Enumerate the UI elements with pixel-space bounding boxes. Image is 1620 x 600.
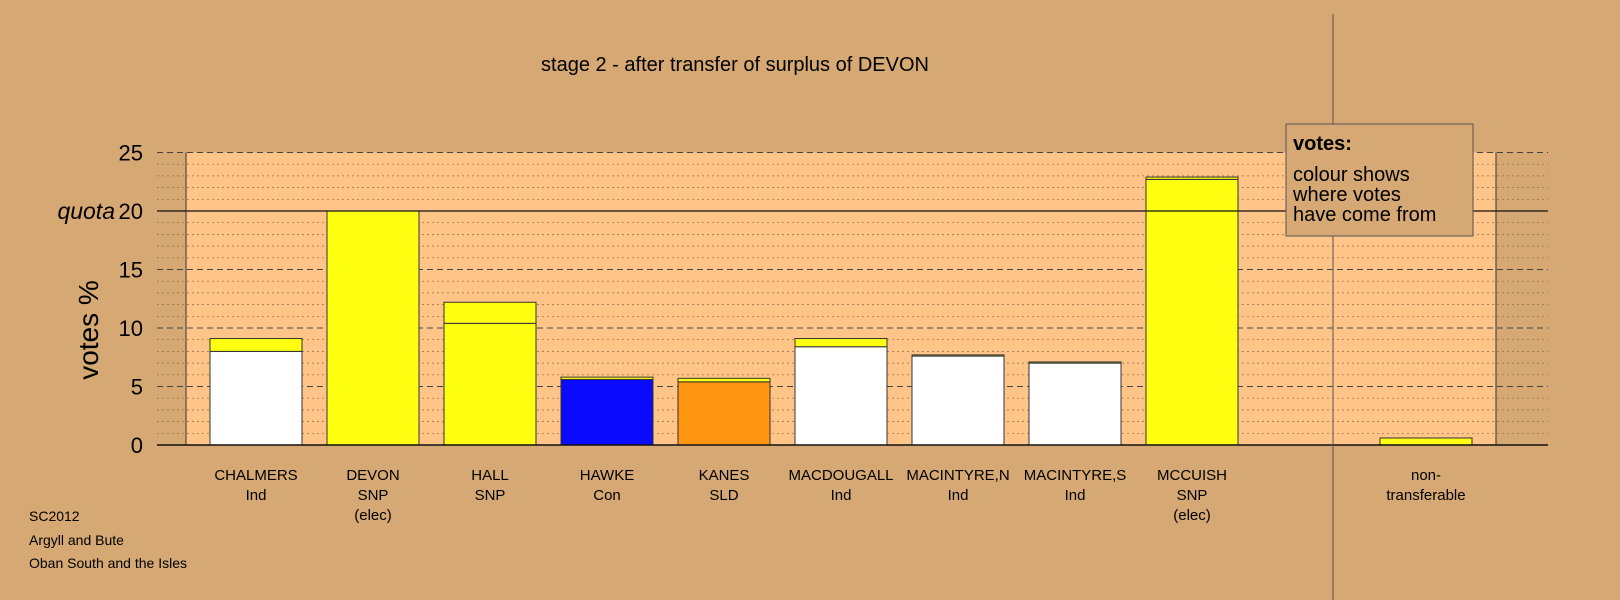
bar-first-preference	[326, 210, 420, 446]
legend-text: colour shows	[1293, 164, 1410, 186]
x-tick-label-candidate: MCCUISH	[1157, 467, 1227, 484]
x-tick-label-party: Ind	[948, 487, 969, 504]
footer-council: Argyll and Bute	[29, 532, 124, 548]
bar-transfer	[560, 376, 654, 380]
x-tick-label-status: (elec)	[354, 507, 392, 524]
x-tick-label-party: Ind	[246, 487, 267, 504]
bar-transfer	[209, 338, 303, 352]
x-tick-label-candidate: HAWKE	[580, 467, 634, 484]
quota-label: quota	[57, 198, 115, 224]
x-tick-label-party: Ind	[831, 487, 852, 504]
y-tick-label: 15	[119, 258, 143, 283]
bar-transfer	[677, 377, 771, 383]
bar-first-preference	[794, 346, 888, 446]
bar-first-preference	[677, 381, 771, 446]
bar-first-preference	[560, 378, 654, 446]
legend-text: where votes	[1292, 184, 1401, 206]
bar-transfer	[1028, 361, 1122, 364]
x-tick-label-party: SNP	[475, 487, 506, 504]
bar-first-preference	[209, 350, 303, 446]
y-tick-label: 0	[131, 433, 143, 458]
bar-transfer	[443, 301, 537, 324]
y-tick-label: 5	[131, 375, 143, 400]
x-tick-label-party: Ind	[1065, 487, 1086, 504]
x-tick-label-nontransferable: non-	[1411, 467, 1441, 484]
y-tick-label: 10	[119, 316, 143, 341]
footer-election: SC2012	[29, 508, 80, 524]
bar-transfer	[794, 338, 888, 348]
y-tick-label: 20	[119, 199, 143, 224]
x-tick-label-party: SLD	[709, 487, 738, 504]
x-tick-label-candidate: MACINTYRE,S	[1024, 467, 1127, 484]
x-tick-label-party: SNP	[358, 487, 389, 504]
x-tick-label-candidate: HALL	[471, 467, 509, 484]
footer-ward: Oban South and the Isles	[29, 555, 187, 571]
x-tick-label-status: (elec)	[1173, 507, 1211, 524]
y-tick-label: 25	[119, 141, 143, 166]
bar-first-preference	[1028, 362, 1122, 446]
bar-nontransferable	[1379, 437, 1473, 446]
x-tick-label-party: Con	[593, 487, 621, 504]
legend-title: votes:	[1293, 133, 1352, 155]
x-tick-label-nontransferable: transferable	[1386, 487, 1465, 504]
legend-box	[1285, 123, 1474, 237]
y-axis-label: votes %	[73, 280, 104, 380]
chart-title: stage 2 - after transfer of surplus of D…	[541, 54, 929, 76]
x-tick-label-candidate: MACINTYRE,N	[906, 467, 1009, 484]
legend-text: have come from	[1293, 204, 1436, 226]
x-tick-label-candidate: KANES	[699, 467, 750, 484]
bar-transfer	[1145, 176, 1239, 180]
bar-transfer	[911, 354, 1005, 357]
bar-first-preference	[1145, 178, 1239, 446]
x-tick-label-party: SNP	[1177, 487, 1208, 504]
x-tick-label-candidate: CHALMERS	[214, 467, 297, 484]
x-tick-label-candidate: MACDOUGALL	[788, 467, 893, 484]
bar-first-preference	[443, 322, 537, 446]
bar-first-preference	[911, 355, 1005, 446]
x-tick-label-candidate: DEVON	[346, 467, 399, 484]
